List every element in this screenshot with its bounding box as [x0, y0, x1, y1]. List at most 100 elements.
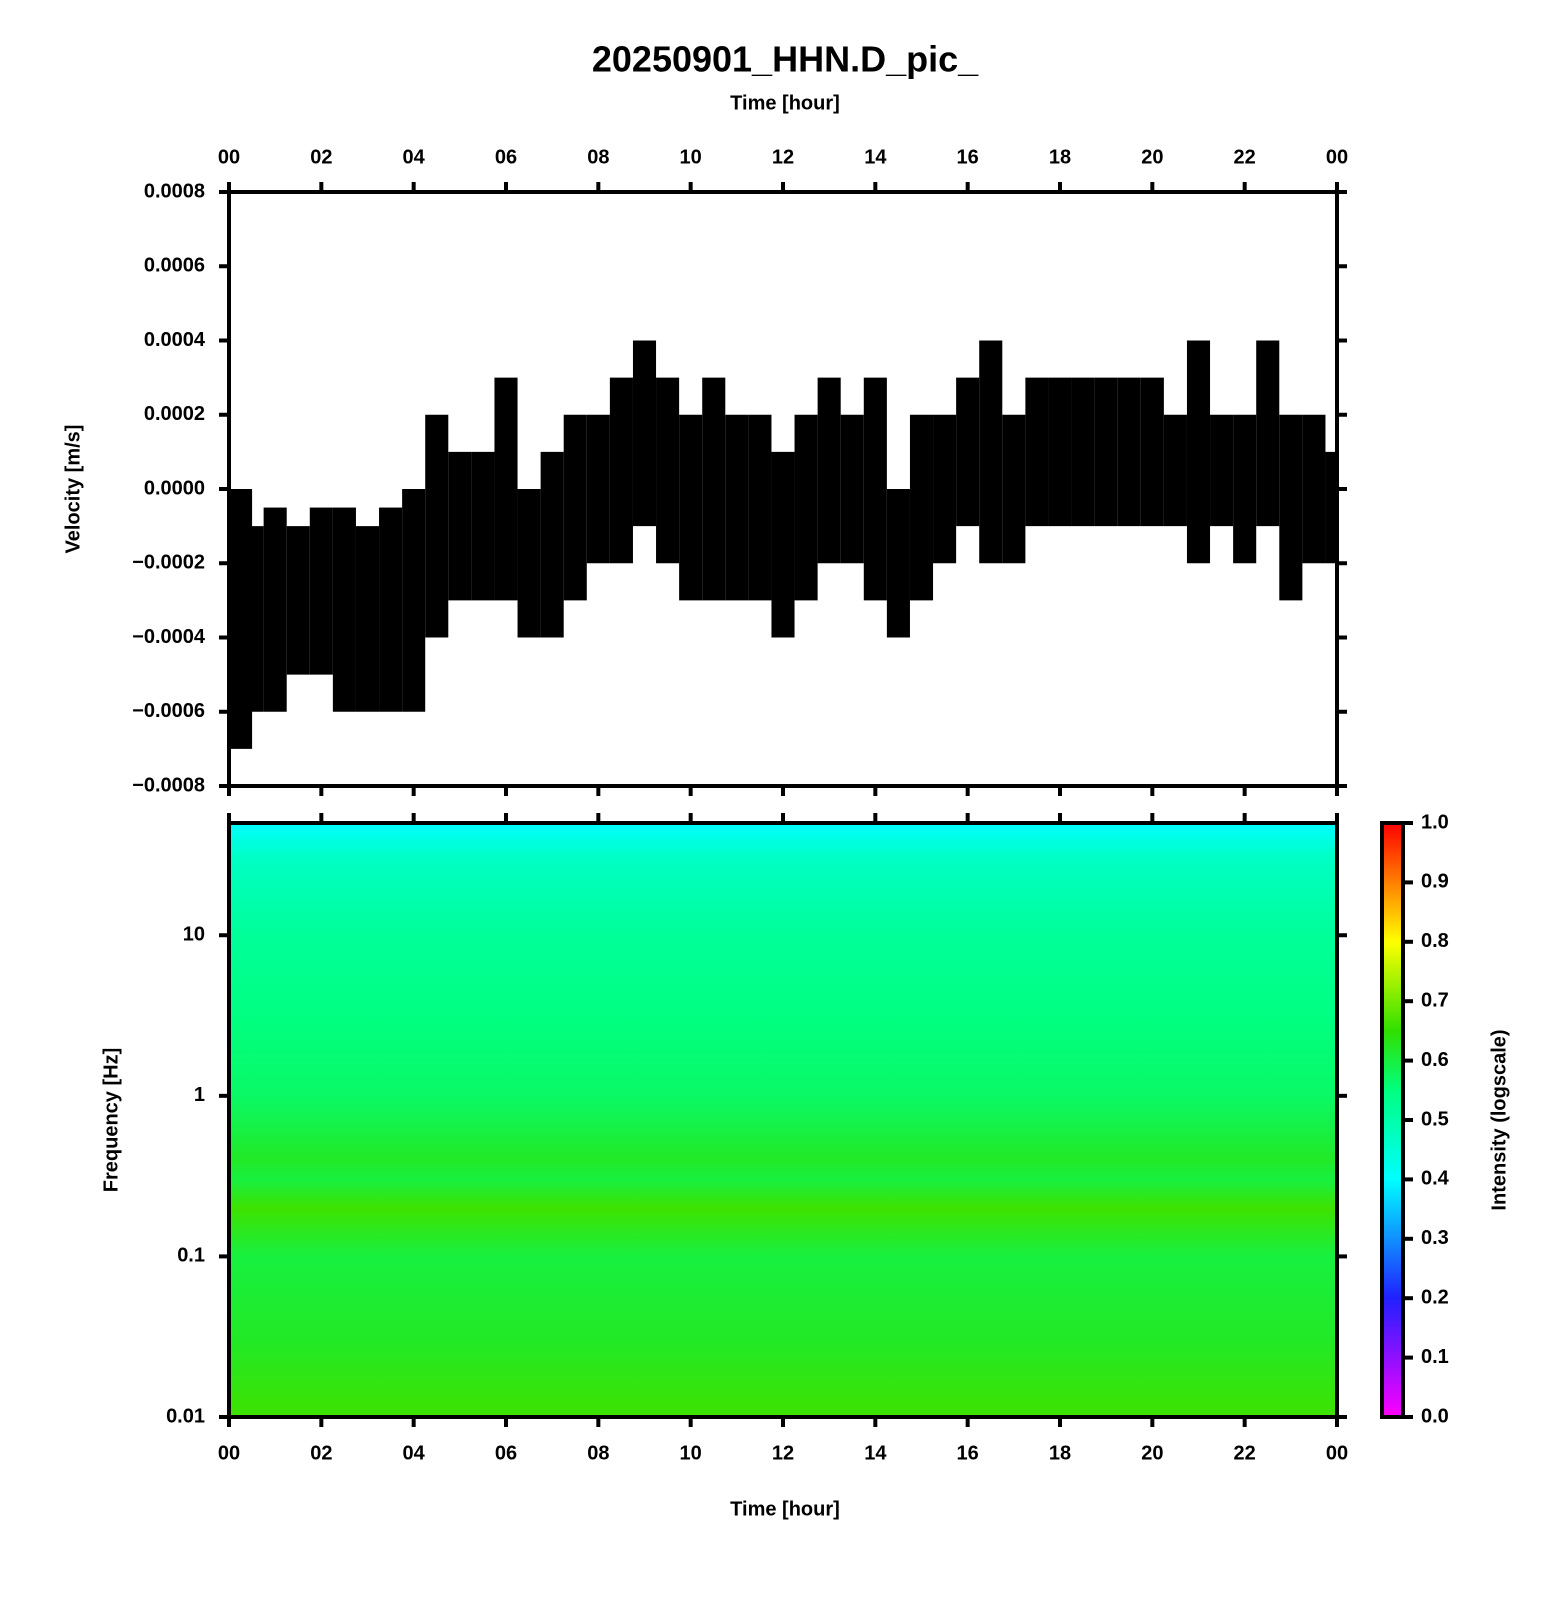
waveform-segment — [863, 377, 887, 601]
x-tick-label: 18 — [1049, 146, 1071, 168]
x-axis-label-top: Time [hour] — [730, 92, 840, 114]
colorbar-tick-label: 0.4 — [1421, 1168, 1450, 1190]
x-tick-label: 10 — [680, 1442, 702, 1464]
plot-frame — [227, 190, 1339, 788]
waveform-segment — [933, 414, 957, 564]
waveform-segment — [471, 451, 495, 601]
waveform-segment — [1002, 414, 1026, 564]
waveform-segment — [1048, 377, 1072, 527]
x-tick-label: 22 — [1234, 146, 1256, 168]
x-tick-label: 08 — [587, 1442, 609, 1464]
y-tick-label: 0.0008 — [144, 180, 205, 202]
waveform-segment — [956, 377, 980, 527]
waveform-segment — [586, 414, 610, 564]
waveform-segment — [679, 414, 703, 601]
waveform-segment — [979, 340, 1003, 564]
x-tick-label: 08 — [587, 146, 609, 168]
waveform-segment — [817, 377, 841, 564]
y-tick-label: −0.0004 — [132, 626, 206, 648]
x-tick-label: 16 — [957, 1442, 979, 1464]
y-tick-label: 0.0002 — [144, 403, 205, 425]
waveform-segment — [263, 507, 287, 712]
y-tick-label: 0.0006 — [144, 255, 205, 277]
waveform-segment — [1210, 414, 1234, 527]
waveform-segment — [1233, 414, 1257, 564]
waveform-segment — [540, 451, 564, 638]
colorbar — [1382, 823, 1403, 1417]
y-tick-label: −0.0006 — [132, 700, 205, 722]
y-tick-label: 0.01 — [166, 1405, 205, 1427]
x-tick-label: 18 — [1049, 1442, 1071, 1464]
x-tick-label: 00 — [1326, 1442, 1348, 1464]
waveform-segment — [771, 451, 795, 638]
y-tick-label: 0.0000 — [144, 477, 205, 499]
waveform-segment — [379, 507, 403, 712]
x-tick-label: 02 — [310, 146, 332, 168]
waveform-segment — [517, 489, 541, 638]
waveform-segment — [1025, 377, 1049, 527]
colorbar-tick-label: 0.7 — [1421, 989, 1449, 1011]
x-tick-label: 04 — [403, 146, 426, 168]
y-tick-label: 10 — [183, 924, 205, 946]
colorbar-tick-label: 1.0 — [1421, 811, 1449, 833]
waveform-segment — [1302, 414, 1326, 564]
waveform-segment — [656, 377, 680, 564]
waveform-segment — [725, 414, 749, 601]
x-tick-label: 06 — [495, 1442, 517, 1464]
x-tick-label: 00 — [1326, 146, 1348, 168]
colorbar-tick-label: 0.5 — [1421, 1108, 1449, 1130]
colorbar-frame — [1380, 821, 1405, 1419]
waveform-segment — [240, 526, 264, 712]
waveform-segment — [448, 451, 472, 601]
y-tick-label: −0.0002 — [132, 552, 205, 574]
y-tick-label: 1 — [194, 1084, 205, 1106]
waveform-segment — [402, 489, 426, 712]
waveform-segment — [286, 526, 310, 675]
colorbar-tick-label: 0.1 — [1421, 1346, 1449, 1368]
waveform-segment — [494, 377, 518, 601]
x-tick-label: 12 — [772, 1442, 794, 1464]
waveform-segment — [1256, 340, 1280, 527]
y-axis-label: Velocity [m/s] — [62, 425, 84, 554]
colorbar-tick-label: 0.8 — [1421, 930, 1449, 952]
y-axis-label: Frequency [Hz] — [100, 1048, 122, 1192]
x-axis-label: Time [hour] — [730, 1498, 840, 1520]
x-tick-label: 10 — [680, 146, 702, 168]
x-tick-label: 14 — [864, 146, 887, 168]
x-tick-label: 22 — [1234, 1442, 1256, 1464]
waveform-segment — [332, 507, 356, 712]
x-tick-label: 00 — [218, 146, 240, 168]
chart-title: 20250901_HHN.D_pic_ — [592, 39, 979, 80]
y-tick-label: −0.0008 — [132, 774, 205, 796]
waveform-segment — [1163, 414, 1187, 527]
spectrogram — [229, 823, 1337, 1417]
waveform-segment — [563, 414, 587, 601]
waveform-segment — [1094, 377, 1118, 527]
waveform-segment — [1186, 340, 1211, 564]
x-tick-label: 06 — [495, 146, 517, 168]
x-tick-label: 04 — [403, 1442, 426, 1464]
waveform-segment — [632, 340, 657, 527]
x-tick-label: 20 — [1141, 146, 1163, 168]
colorbar-tick-label: 0.0 — [1421, 1405, 1449, 1427]
waveform-segment — [886, 489, 910, 638]
waveform-segment — [1279, 414, 1303, 601]
colorbar-label: Intensity (logscale) — [1488, 1029, 1510, 1210]
waveform-segment — [355, 526, 380, 712]
colorbar-tick-label: 0.6 — [1421, 1049, 1449, 1071]
y-tick-label: 0.1 — [177, 1245, 205, 1267]
plot-frame — [227, 821, 1339, 1419]
waveform-segment — [909, 414, 934, 601]
waveform-segment — [748, 414, 772, 601]
colorbar-tick-label: 0.3 — [1421, 1227, 1449, 1249]
x-tick-label: 00 — [218, 1442, 240, 1464]
waveform-segment — [1117, 377, 1141, 527]
waveform-segment — [1140, 377, 1164, 527]
waveform-segment — [609, 377, 633, 564]
waveform-segment — [794, 414, 818, 601]
x-tick-label: 20 — [1141, 1442, 1163, 1464]
y-tick-label: 0.0004 — [144, 329, 206, 351]
waveform-segment — [309, 507, 333, 675]
colorbar-tick-label: 0.2 — [1421, 1286, 1449, 1308]
waveform-segment — [702, 377, 726, 601]
